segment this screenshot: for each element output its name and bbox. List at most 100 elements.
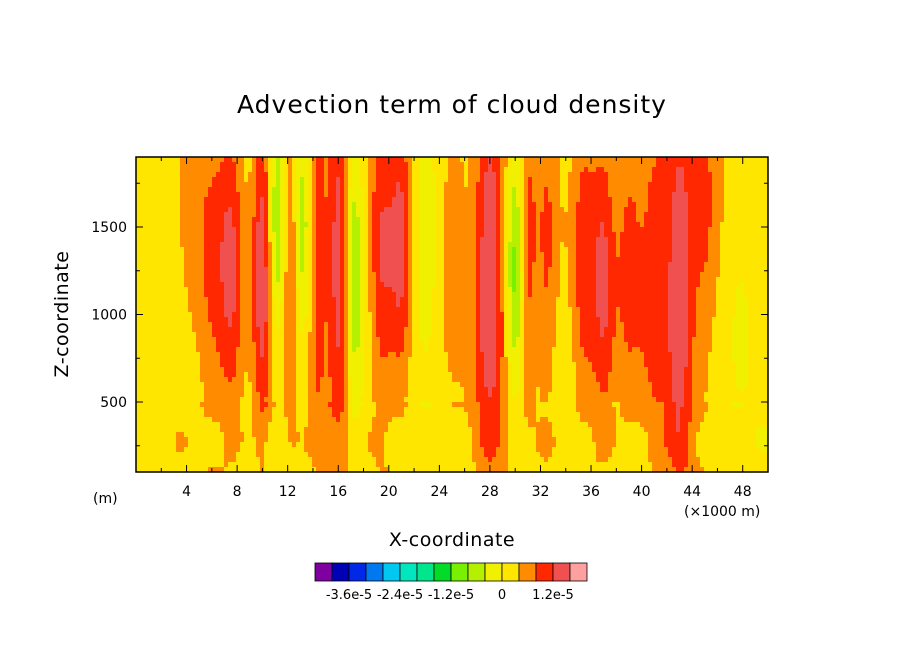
- contour-cell: [220, 192, 225, 198]
- contour-cell: [244, 182, 249, 188]
- contour-cell: [292, 407, 297, 413]
- contour-cell: [200, 182, 205, 188]
- contour-cell: [356, 182, 361, 188]
- contour-cell: [188, 467, 193, 473]
- contour-cell: [220, 327, 225, 333]
- contour-cell: [196, 372, 201, 378]
- contour-cell: [144, 157, 149, 163]
- contour-cell: [320, 292, 325, 298]
- contour-cell: [420, 457, 425, 463]
- contour-cell: [408, 382, 413, 388]
- contour-cell: [336, 217, 341, 223]
- contour-cell: [200, 257, 205, 263]
- contour-cell: [292, 367, 297, 373]
- contour-cell: [376, 227, 381, 233]
- contour-cell: [308, 332, 313, 338]
- contour-cell: [316, 182, 321, 188]
- contour-cell: [176, 457, 181, 463]
- contour-cell: [332, 412, 337, 418]
- contour-cell: [200, 452, 205, 458]
- contour-cell: [424, 442, 429, 448]
- contour-cell: [164, 397, 169, 403]
- contour-cell: [368, 307, 373, 313]
- contour-cell: [388, 407, 393, 413]
- contour-cell: [152, 272, 157, 278]
- contour-cell: [272, 272, 277, 278]
- contour-cell: [212, 202, 217, 208]
- contour-cell: [408, 302, 413, 308]
- contour-cell: [364, 452, 369, 458]
- contour-cell: [312, 242, 317, 248]
- contour-cell: [328, 447, 333, 453]
- contour-cell: [144, 467, 149, 473]
- contour-cell: [212, 432, 217, 438]
- contour-cell: [316, 292, 321, 298]
- contour-cell: [216, 367, 221, 373]
- contour-cell: [168, 217, 173, 223]
- contour-cell: [420, 287, 425, 293]
- contour-cell: [428, 262, 433, 268]
- contour-cell: [180, 162, 185, 168]
- contour-cell: [164, 467, 169, 473]
- contour-cell: [240, 232, 245, 238]
- contour-cell: [316, 467, 321, 473]
- contour-cell: [256, 352, 261, 358]
- contour-cell: [160, 337, 165, 343]
- contour-cell: [240, 467, 245, 473]
- contour-cell: [284, 312, 289, 318]
- contour-cell: [332, 187, 337, 193]
- contour-cell: [140, 242, 145, 248]
- contour-cell: [188, 357, 193, 363]
- contour-cell: [408, 437, 413, 443]
- contour-cell: [248, 257, 253, 263]
- contour-cell: [396, 297, 401, 303]
- contour-cell: [280, 187, 285, 193]
- contour-cell: [192, 392, 197, 398]
- contour-cell: [152, 297, 157, 303]
- contour-cell: [308, 412, 313, 418]
- contour-cell: [432, 302, 437, 308]
- contour-cell: [228, 167, 233, 173]
- contour-cell: [224, 292, 229, 298]
- contour-cell: [416, 177, 421, 183]
- contour-cell: [200, 427, 205, 433]
- contour-cell: [440, 352, 445, 358]
- contour-cell: [368, 297, 373, 303]
- contour-cell: [232, 377, 237, 383]
- contour-cell: [340, 277, 345, 283]
- contour-cell: [204, 332, 209, 338]
- contour-cell: [284, 452, 289, 458]
- contour-cell: [344, 282, 349, 288]
- contour-cell: [384, 377, 389, 383]
- contour-cell: [428, 167, 433, 173]
- contour-cell: [276, 447, 281, 453]
- contour-cell: [188, 227, 193, 233]
- contour-cell: [148, 172, 153, 178]
- contour-cell: [260, 162, 265, 168]
- contour-cell: [316, 177, 321, 183]
- contour-cell: [296, 282, 301, 288]
- contour-cell: [344, 382, 349, 388]
- contour-cell: [172, 372, 177, 378]
- contour-cell: [224, 227, 229, 233]
- contour-cell: [268, 272, 273, 278]
- contour-cell: [340, 227, 345, 233]
- contour-cell: [336, 377, 341, 383]
- contour-cell: [232, 227, 237, 233]
- contour-cell: [136, 172, 141, 178]
- contour-cell: [252, 257, 257, 263]
- contour-cell: [188, 277, 193, 283]
- contour-cell: [220, 182, 225, 188]
- contour-cell: [144, 227, 149, 233]
- contour-cell: [284, 322, 289, 328]
- contour-cell: [172, 182, 177, 188]
- contour-cell: [288, 457, 293, 463]
- contour-cell: [228, 417, 233, 423]
- contour-cell: [196, 437, 201, 443]
- contour-cell: [216, 427, 221, 433]
- contour-cell: [152, 202, 157, 208]
- contour-cell: [360, 157, 365, 163]
- contour-cell: [276, 327, 281, 333]
- contour-cell: [420, 282, 425, 288]
- contour-cell: [440, 262, 445, 268]
